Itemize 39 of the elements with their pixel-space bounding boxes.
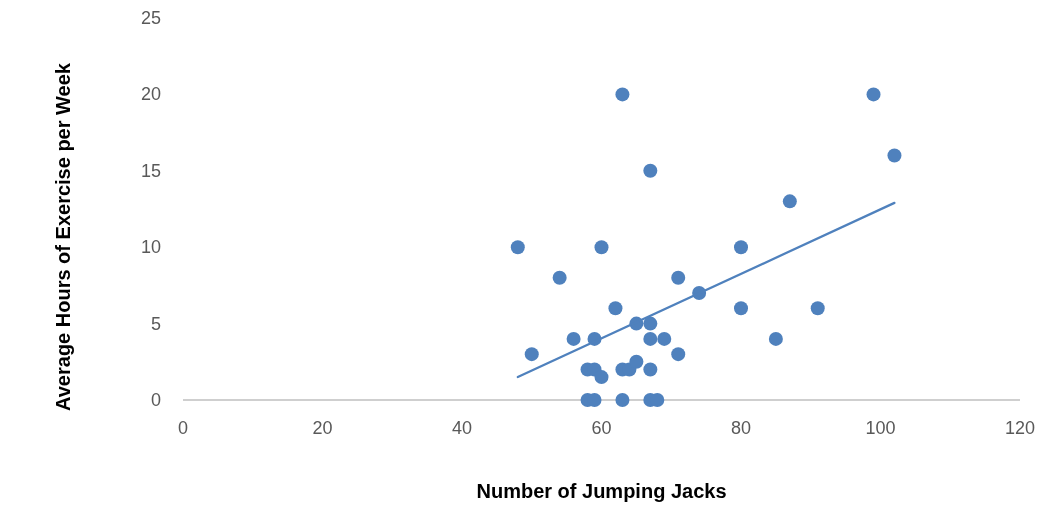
- point: [768, 331, 783, 346]
- x-tick-label: 60: [591, 418, 612, 438]
- x-tick-label: 40: [451, 418, 473, 438]
- point: [643, 316, 658, 331]
- point: [524, 347, 539, 362]
- point: [782, 194, 797, 209]
- x-tick-label: 100: [865, 418, 896, 438]
- x-tick-label: 80: [730, 418, 752, 438]
- point: [643, 362, 658, 377]
- point: [671, 347, 686, 362]
- point: [657, 331, 672, 346]
- point: [734, 240, 748, 255]
- y-tick-label: 0: [150, 390, 161, 410]
- x-axis-title: Number of Jumping Jacks: [476, 480, 727, 502]
- y-tick-label: 20: [140, 84, 161, 105]
- point: [566, 331, 581, 346]
- point: [887, 148, 902, 163]
- point: [552, 270, 567, 285]
- point: [594, 240, 609, 255]
- x-tick-label: 120: [1004, 418, 1036, 438]
- point: [615, 393, 630, 407]
- y-tick-label: 25: [140, 8, 161, 28]
- y-tick-label: 15: [140, 160, 161, 181]
- x-tick-label: 0: [177, 418, 189, 438]
- point: [671, 270, 686, 285]
- point: [510, 240, 525, 255]
- point: [734, 301, 748, 316]
- point: [866, 87, 881, 102]
- y-tick-label: 10: [140, 237, 161, 258]
- point: [608, 301, 623, 316]
- point: [643, 163, 658, 178]
- point: [643, 331, 658, 346]
- point: [810, 301, 825, 316]
- point: [615, 87, 630, 102]
- point: [594, 370, 609, 385]
- point: [629, 354, 644, 369]
- y-tick-label: 5: [150, 313, 161, 334]
- x-tick-label: 20: [312, 418, 333, 438]
- y-axis-title: Average Hours of Exercise per Week: [52, 62, 74, 411]
